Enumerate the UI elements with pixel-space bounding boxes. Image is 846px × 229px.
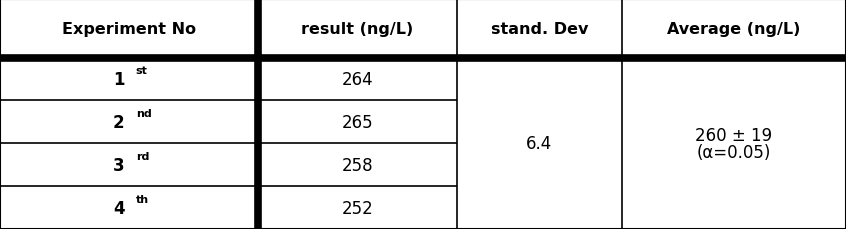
Text: stand. Dev: stand. Dev (491, 22, 588, 37)
Text: 252: 252 (342, 199, 373, 217)
Text: st: st (135, 66, 148, 76)
Text: Experiment No: Experiment No (62, 22, 196, 37)
Text: 6.4: 6.4 (526, 135, 552, 153)
Text: 260 ± 19: 260 ± 19 (695, 126, 772, 144)
Text: result (ng/L): result (ng/L) (301, 22, 414, 37)
Text: (α=0.05): (α=0.05) (697, 143, 771, 161)
Text: 2: 2 (113, 113, 124, 131)
Text: 258: 258 (342, 156, 373, 174)
Text: 1: 1 (113, 71, 124, 89)
Text: 4: 4 (113, 199, 124, 217)
Text: 3: 3 (113, 156, 124, 174)
Text: th: th (135, 194, 149, 204)
Text: 265: 265 (342, 113, 373, 131)
Text: nd: nd (135, 109, 151, 119)
Text: Average (ng/L): Average (ng/L) (667, 22, 800, 37)
Text: 264: 264 (342, 71, 373, 89)
Text: rd: rd (135, 151, 149, 161)
